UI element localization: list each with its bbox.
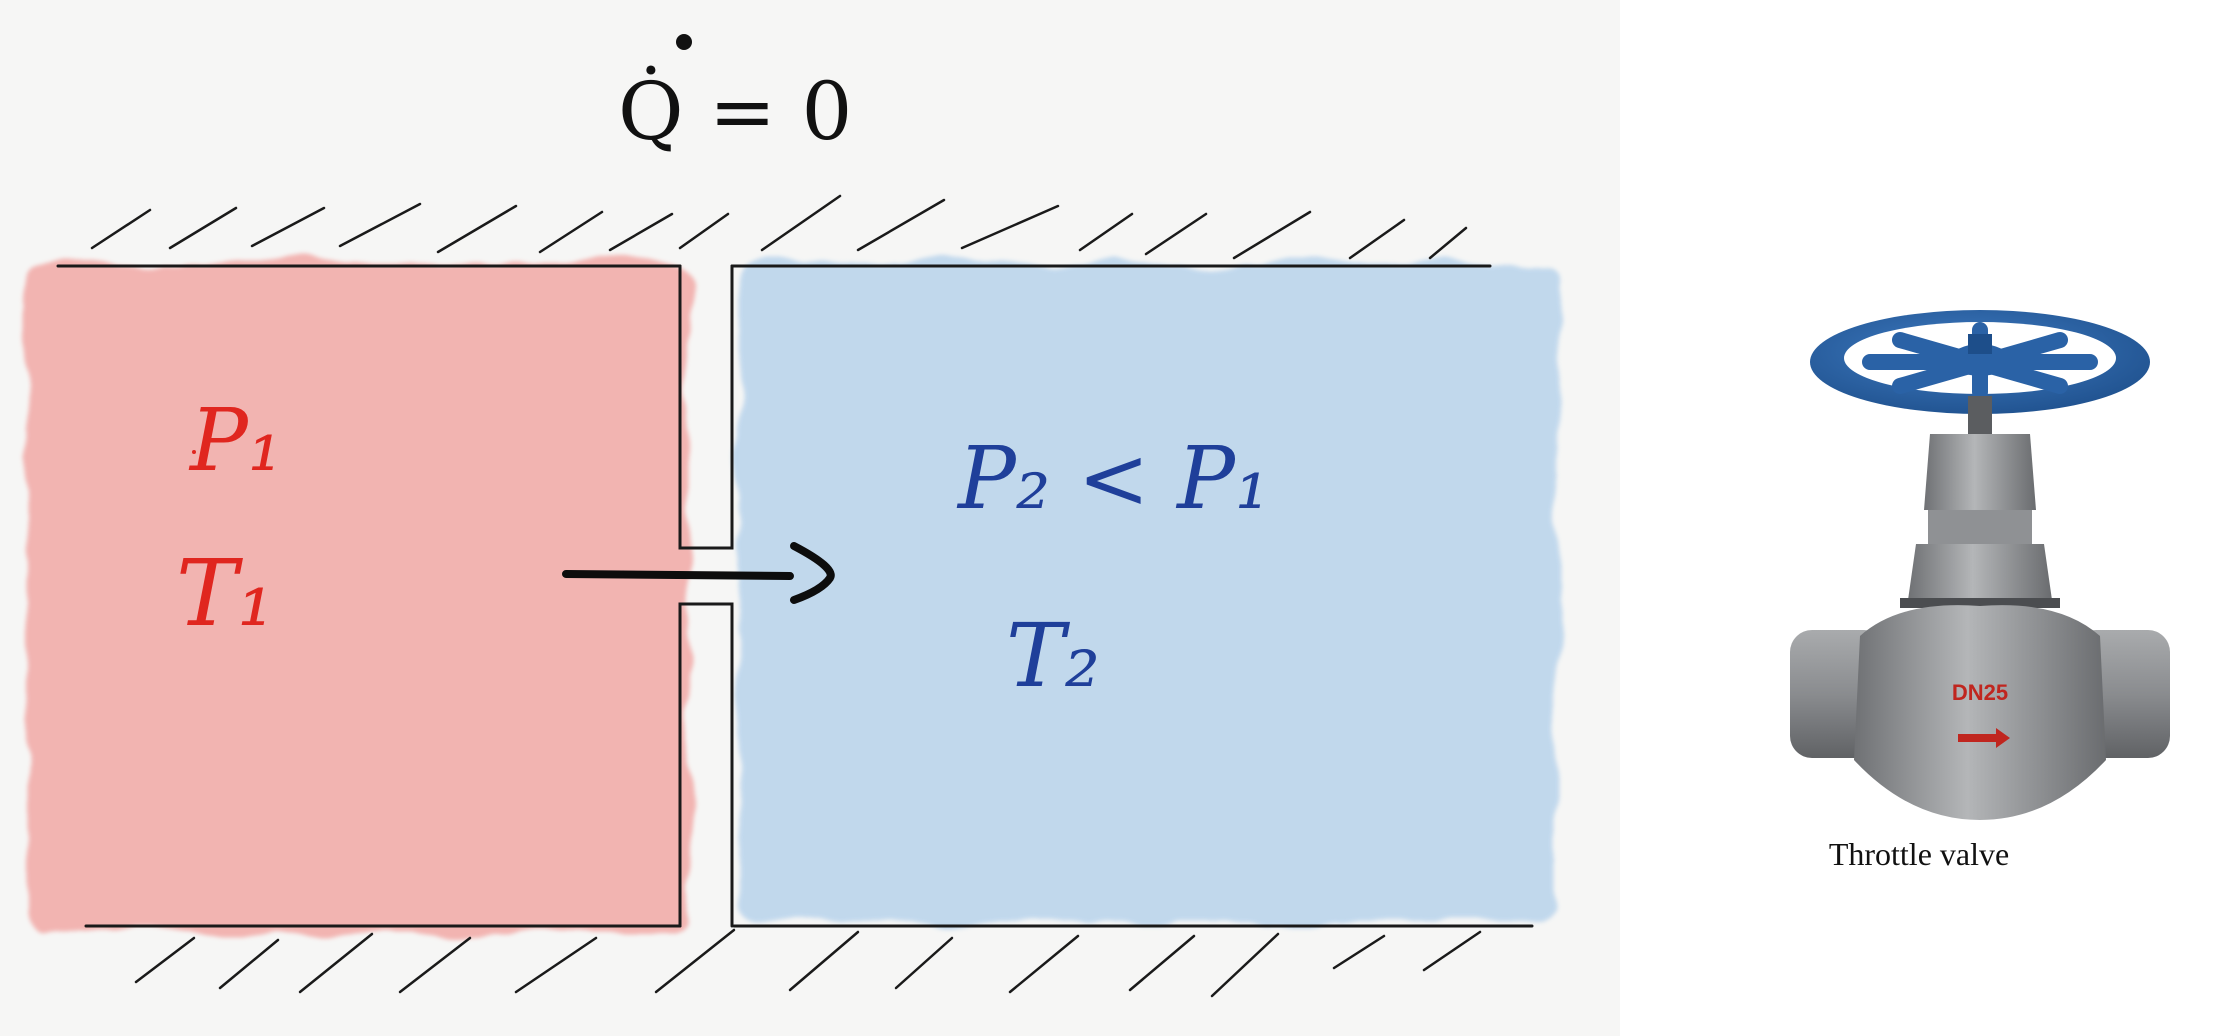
valve-caption: Throttle valve bbox=[1828, 836, 2010, 872]
left-pressure-label: P₁ bbox=[190, 391, 283, 491]
bonnet-collar bbox=[1928, 510, 2032, 544]
bonnet bbox=[1908, 544, 2052, 600]
body-marking: DN25 bbox=[1952, 680, 2008, 705]
right-pressure-label: P₂ < P₁ bbox=[958, 429, 1270, 529]
flow-arrow bbox=[562, 542, 835, 604]
throttling-diagram: Q̇ = 0 P₁ T₁ P₂ < P₁ T₂ bbox=[28, 34, 1558, 998]
top-wall-hatching bbox=[90, 194, 1468, 260]
right-chamber-fill bbox=[738, 262, 1558, 922]
chamber-walls bbox=[56, 264, 1534, 928]
diagram-drawing bbox=[28, 194, 1558, 998]
bottom-wall-hatching bbox=[134, 928, 1482, 998]
gasket bbox=[1900, 598, 2060, 608]
ink-dot bbox=[192, 450, 196, 454]
valve-body bbox=[1854, 605, 2106, 820]
throttle-valve-illustration: DN25 bbox=[1790, 310, 2170, 820]
heat-flow-label: Q̇ = 0 bbox=[618, 65, 853, 158]
left-temperature-label: T₁ bbox=[176, 540, 275, 647]
left-chamber-fill bbox=[28, 262, 688, 932]
valve-stem bbox=[1968, 396, 1992, 436]
right-temperature-label: T₂ bbox=[1006, 604, 1100, 707]
time-derivative-dot bbox=[676, 34, 692, 50]
handwheel bbox=[1810, 310, 2150, 414]
valve-figure: DN25 Throttle valve bbox=[1620, 0, 2218, 1036]
flow-direction-icon bbox=[1958, 728, 2010, 748]
bonnet-nut bbox=[1924, 434, 2036, 510]
